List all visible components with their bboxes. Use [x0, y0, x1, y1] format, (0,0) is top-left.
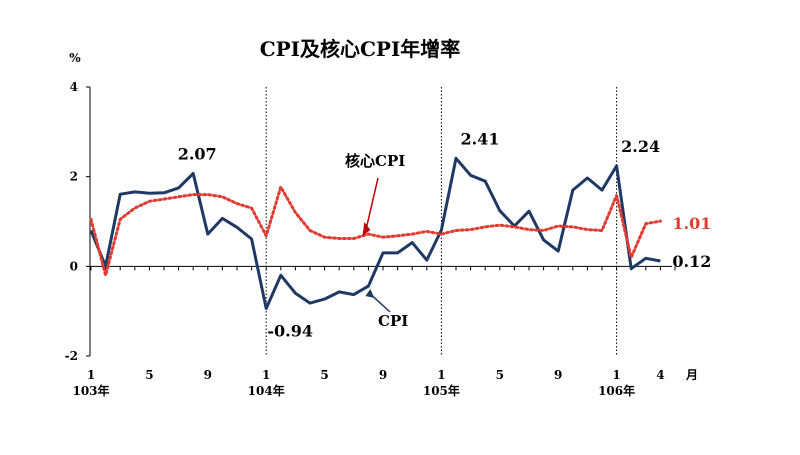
x-tick-label: 1	[262, 368, 270, 382]
x-year-label: 103年	[72, 383, 109, 398]
x-tick-label: 1	[87, 368, 95, 382]
y-tick-label: -2	[65, 349, 78, 363]
x-tick-label: 5	[496, 368, 504, 382]
x-tick-label: 5	[145, 368, 153, 382]
core-cpi-callout-arrowhead	[362, 222, 371, 237]
x-year-label: 105年	[423, 383, 460, 398]
cpi-callout-label: CPI	[378, 312, 408, 330]
y-tick-label: 2	[70, 170, 78, 184]
x-axis-unit-label: 月	[685, 368, 698, 382]
chart-title: CPI及核心CPI年增率	[260, 37, 461, 61]
x-tick-label: 1	[437, 368, 445, 382]
x-tick-label: 9	[379, 368, 387, 382]
data-label: 2.07	[178, 145, 217, 164]
core-cpi-callout-label: 核心CPI	[345, 152, 405, 170]
x-tick-label: 1	[612, 368, 620, 382]
y-tick-label: 4	[70, 80, 78, 94]
x-tick-label: 9	[554, 368, 562, 382]
core-cpi-series-line	[89, 185, 662, 277]
data-label: 2.24	[621, 137, 660, 156]
y-axis-unit-label: %	[69, 51, 81, 65]
x-year-label: 104年	[248, 383, 285, 398]
labels-layer: 1 5 9 1 5 9 1 5 9 1 4 103年 104年 105年 106年 2.07 -0.94 2.41…	[72, 129, 711, 398]
x-year-label: 106年	[598, 383, 635, 398]
cpi-series-line	[89, 156, 661, 310]
cpi-callout-arrowhead	[365, 289, 375, 299]
x-tick-label: 4	[656, 368, 664, 382]
data-label: -0.94	[267, 321, 313, 340]
axes-layer: 4 2 0 -2	[65, 80, 676, 363]
core-cpi-callout-arrow	[364, 177, 379, 233]
data-label: 1.01	[672, 214, 711, 233]
y-tick-label: 0	[70, 259, 78, 273]
x-tick-label: 5	[320, 368, 328, 382]
series-layer	[89, 156, 662, 310]
data-label: 2.41	[461, 129, 500, 148]
x-tick-label: 9	[204, 368, 212, 382]
data-label: 0.12	[672, 252, 711, 271]
